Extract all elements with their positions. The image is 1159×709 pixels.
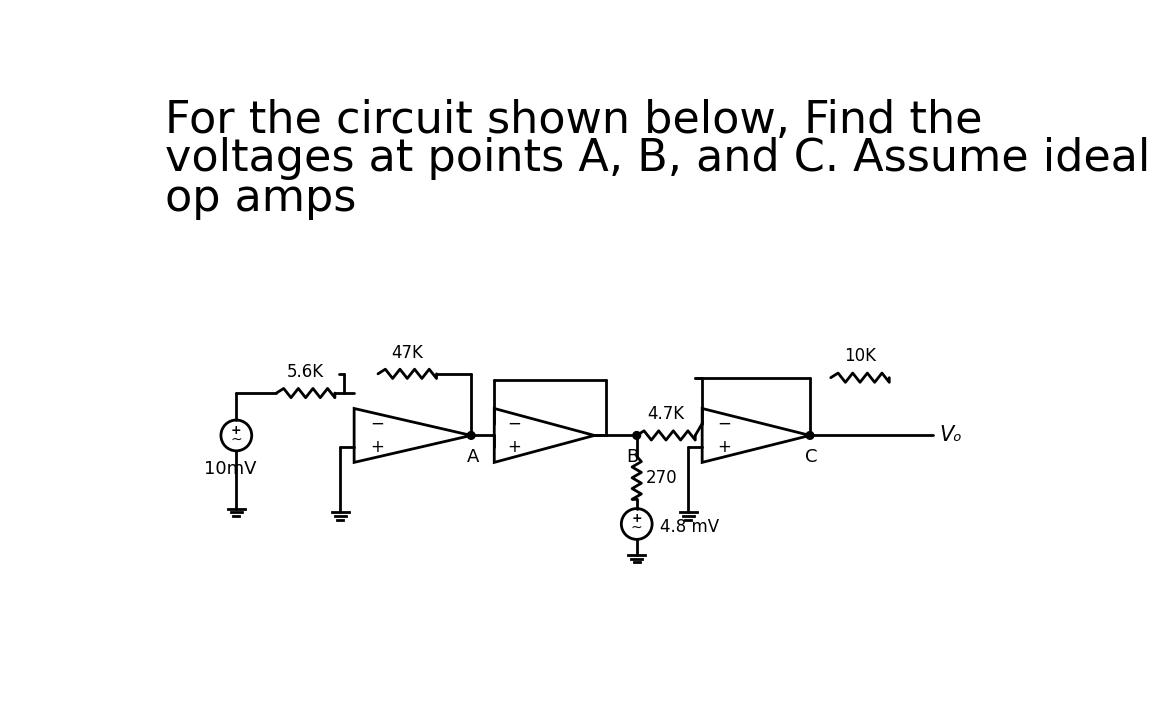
Text: 5.6K: 5.6K [287,363,325,381]
Text: 47K: 47K [392,343,423,362]
Text: −: − [508,415,522,432]
Text: 4.8 mV: 4.8 mV [659,518,719,536]
Text: +: + [231,423,241,437]
Text: 4.7K: 4.7K [648,405,685,423]
Text: +: + [716,438,730,457]
Text: B: B [627,448,639,466]
Text: 10K: 10K [844,347,876,365]
Text: 270: 270 [646,469,678,487]
Text: ~: ~ [630,521,642,535]
Text: C: C [806,448,818,466]
Text: +: + [508,438,522,457]
Text: +: + [632,512,642,525]
Text: −: − [716,415,730,432]
Text: For the circuit shown below, Find the: For the circuit shown below, Find the [165,99,982,142]
Text: 10mV: 10mV [204,460,256,478]
Text: Vₒ: Vₒ [939,425,962,445]
Text: ~: ~ [231,432,242,446]
Circle shape [807,432,814,440]
Text: +: + [371,438,385,457]
Circle shape [467,432,475,440]
Circle shape [633,432,641,440]
Text: op amps: op amps [165,177,356,220]
Text: −: − [371,415,385,432]
Text: A: A [467,448,479,466]
Text: voltages at points A, B, and C. Assume ideal: voltages at points A, B, and C. Assume i… [165,138,1150,180]
